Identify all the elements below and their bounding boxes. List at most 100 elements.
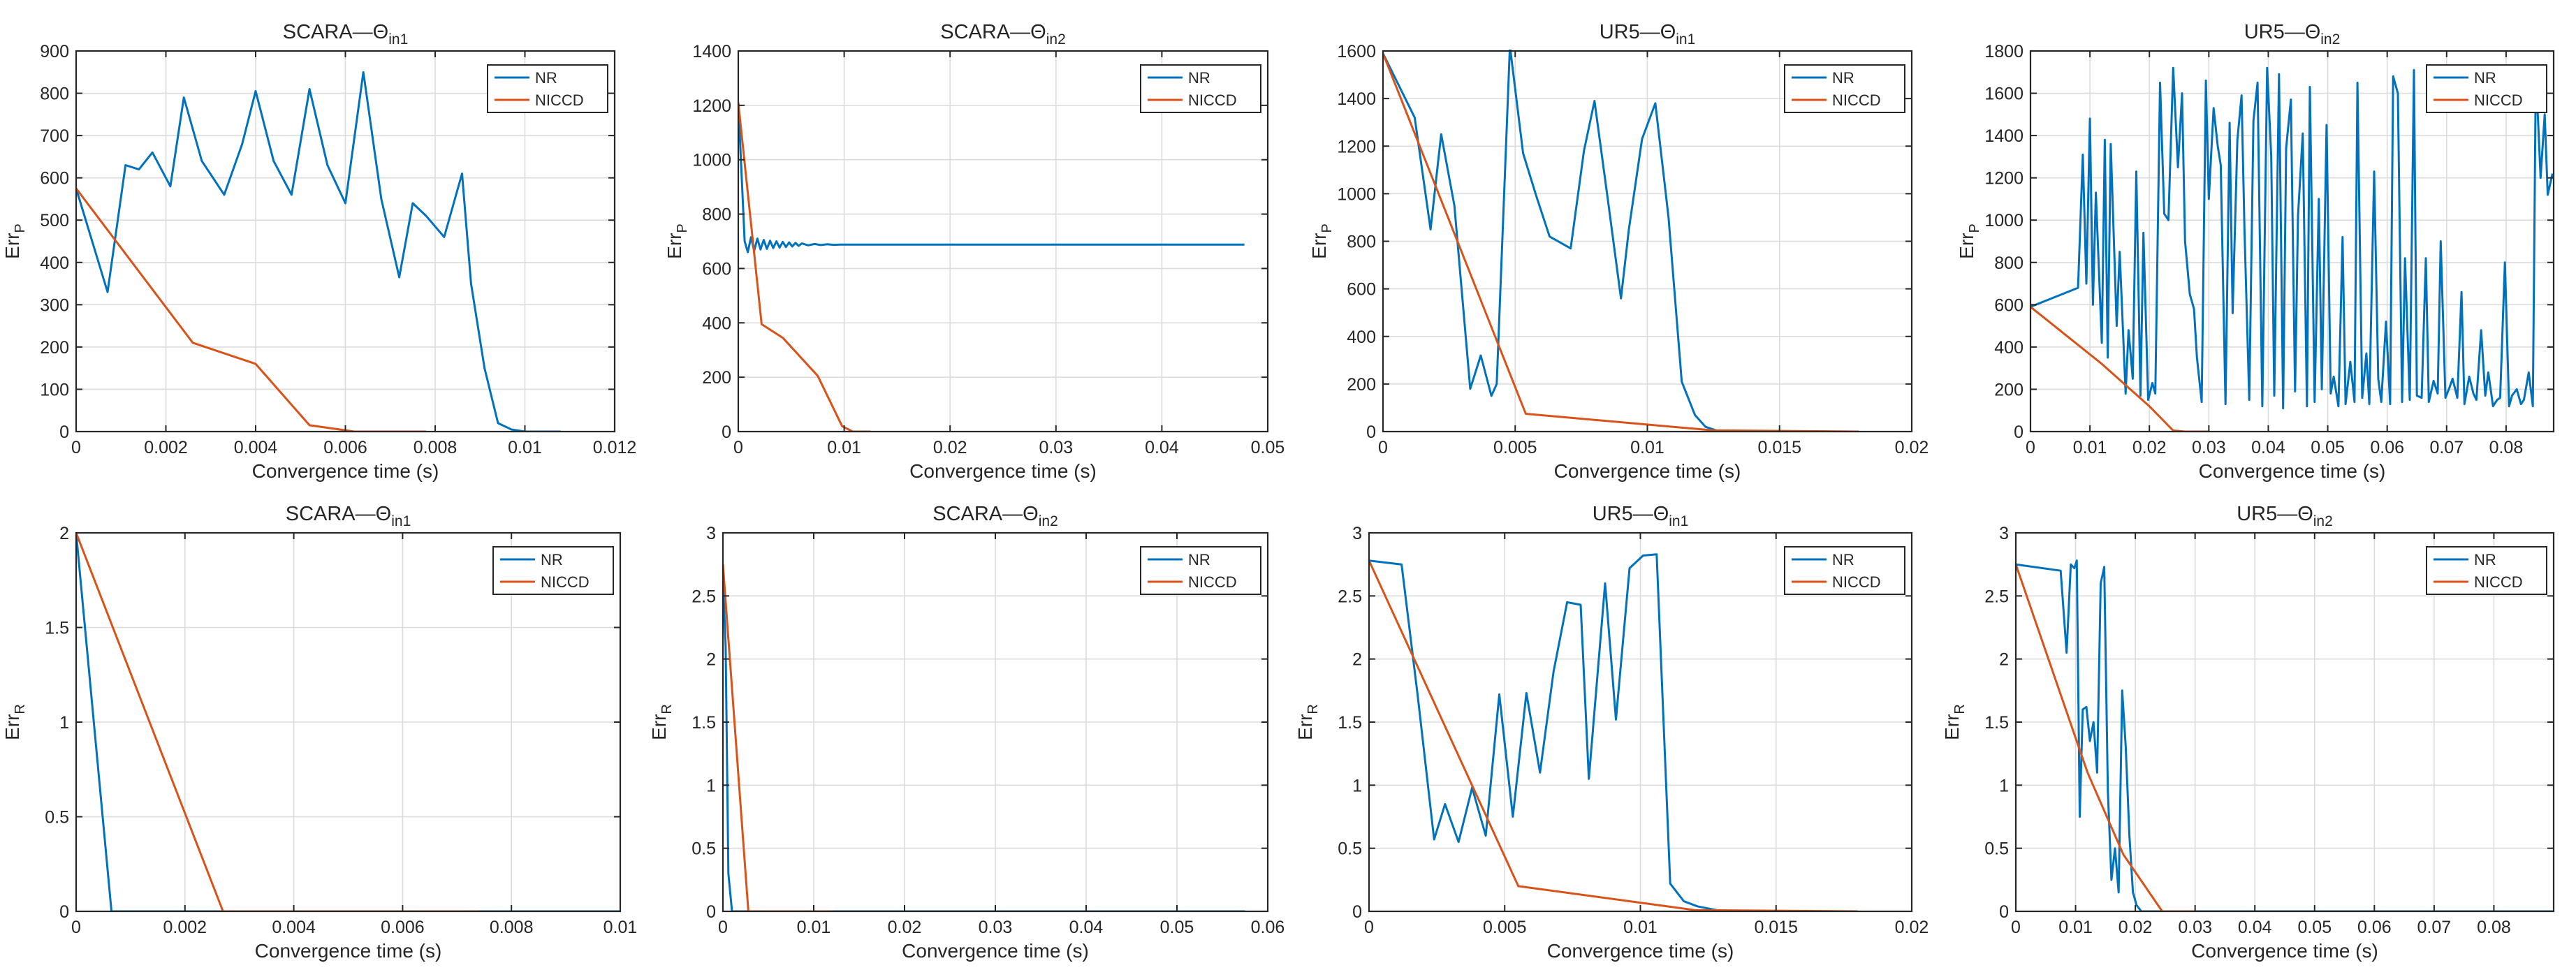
y-tick-label: 800 [1347, 233, 1376, 252]
y-tick-label: 2.5 [1984, 587, 2009, 606]
x-tick-label: 0.08 [2489, 438, 2524, 457]
y-tick-label: 2.5 [1338, 587, 1362, 606]
legend-box [1784, 546, 1905, 595]
series-line-nr [76, 532, 620, 911]
y-tick-label: 1400 [1337, 89, 1376, 109]
x-tick-label: 0.05 [2311, 438, 2345, 457]
x-tick-label: 0.006 [323, 438, 367, 457]
y-tick-label: 1800 [1984, 42, 2024, 61]
x-tick-label: 0.03 [2192, 438, 2226, 457]
y-tick-label: 0 [722, 423, 731, 442]
legend: NR NICCD [1784, 546, 1905, 595]
y-tick-label: 0.5 [1984, 839, 2009, 859]
x-tick-label: 0.005 [1483, 918, 1527, 937]
legend-label-niccd: NICCD [541, 573, 590, 591]
legend: NR NICCD [1140, 546, 1261, 595]
y-tick-label: 2 [1999, 650, 2009, 670]
x-axis-label: Convergence time (s) [1547, 940, 1734, 962]
legend-label-nr: NR [1832, 69, 1854, 87]
x-tick-label: 0 [71, 438, 81, 457]
x-tick-label: 0.015 [1754, 918, 1798, 937]
x-tick-label: 0.008 [414, 438, 458, 457]
y-axis-label: ErrP [664, 223, 690, 259]
y-tick-label: 1.5 [691, 713, 716, 733]
y-tick-label: 600 [1347, 280, 1376, 300]
x-tick-label: 0.02 [933, 438, 967, 457]
x-tick-label: 0.05 [1251, 438, 1285, 457]
x-tick-label: 0.05 [2297, 918, 2332, 937]
x-tick-label: 0.02 [1895, 438, 1929, 457]
x-tick-label: 0.01 [2058, 918, 2093, 937]
legend-box [492, 546, 614, 595]
x-axis-label: Convergence time (s) [255, 940, 442, 962]
legend-label-niccd: NICCD [1832, 573, 1881, 591]
y-tick-label: 2 [1352, 650, 1362, 670]
y-tick-label: 300 [40, 295, 69, 315]
series-line-niccd [723, 564, 832, 911]
y-tick-label: 200 [40, 338, 69, 358]
x-tick-label: 0 [1378, 438, 1388, 457]
x-axis-label: Convergence time (s) [2199, 460, 2386, 482]
subplot-5: 0 0.002 0.004 0.006 0.008 0.01 0 0.5 1 1.5 2 SCARA—… [1, 503, 637, 962]
x-axis-label: Convergence time (s) [902, 940, 1089, 962]
legend: NR NICCD [1140, 64, 1261, 113]
y-tick-label: 1 [59, 713, 69, 733]
subplot-title: UR5—Θin2 [2244, 21, 2341, 47]
legend-label-nr: NR [1188, 551, 1210, 568]
legend: NR NICCD [487, 64, 608, 113]
x-axis-label: Convergence time (s) [2191, 940, 2378, 962]
y-axis-label: ErrP [1308, 223, 1335, 259]
subplot-title: SCARA—Θin2 [932, 503, 1058, 529]
legend-box [487, 64, 608, 113]
y-tick-label: 3 [1999, 524, 2009, 543]
y-tick-label: 1 [1999, 776, 2009, 795]
y-tick-label: 400 [1347, 328, 1376, 347]
x-tick-label: 0.04 [2238, 918, 2272, 937]
series-line-niccd [2030, 306, 2209, 432]
x-axis-label: Convergence time (s) [1554, 460, 1741, 482]
x-tick-label: 0.06 [2370, 438, 2404, 457]
legend-label-niccd: NICCD [1832, 91, 1881, 109]
x-tick-label: 0.008 [490, 918, 534, 937]
subplot-2: 0 0.01 0.02 0.03 0.04 0.05 0 200 400 600 800 1000 12… [664, 21, 1285, 482]
y-tick-label: 3 [1352, 524, 1362, 543]
x-tick-label: 0.07 [2417, 918, 2452, 937]
y-tick-label: 1200 [1984, 169, 2024, 189]
series-line-niccd [76, 187, 427, 432]
y-tick-label: 2 [706, 650, 716, 670]
y-tick-label: 500 [40, 211, 69, 230]
y-axis-label: ErrR [648, 704, 675, 740]
y-tick-label: 200 [1347, 375, 1376, 395]
y-tick-label: 1.5 [1984, 713, 2009, 733]
x-tick-label: 0.002 [144, 438, 188, 457]
x-tick-label: 0.02 [1895, 918, 1929, 937]
legend-label-niccd: NICCD [2474, 573, 2523, 591]
x-tick-label: 0.06 [1251, 918, 1285, 937]
x-tick-label: 0 [2011, 918, 2021, 937]
x-tick-label: 0.006 [381, 918, 425, 937]
y-tick-label: 1200 [1337, 137, 1376, 156]
x-axis-label: Convergence time (s) [909, 460, 1097, 482]
subplot-7: 0 0.005 0.01 0.015 0.02 0 0.5 1 1.5 2 2.5 3 UR5—Θin1… [1294, 503, 1929, 962]
subplot-1: 0 0.002 0.004 0.006 0.008 0.01 0.012 0 100 200 300… [1, 21, 636, 482]
legend: NR NICCD [2426, 64, 2547, 113]
y-tick-label: 1200 [692, 96, 731, 116]
y-tick-label: 0 [1366, 423, 1376, 442]
series-line-nr [738, 102, 1245, 254]
legend-label-nr: NR [1188, 69, 1210, 87]
x-tick-label: 0 [2026, 438, 2035, 457]
y-tick-label: 400 [702, 314, 731, 333]
y-tick-label: 1400 [1984, 126, 2024, 146]
x-tick-label: 0.004 [272, 918, 316, 937]
subplot-4: 0 0.01 0.02 0.03 0.04 0.05 0.06 0.07 0.08 0 200 400… [1956, 21, 2555, 482]
legend-label-nr: NR [535, 69, 557, 87]
series-line-niccd [76, 532, 479, 911]
x-tick-label: 0.02 [2118, 918, 2153, 937]
y-tick-label: 0 [1999, 902, 2009, 922]
x-tick-label: 0.002 [163, 918, 207, 937]
legend-box [2426, 64, 2547, 113]
y-tick-label: 0 [706, 902, 716, 922]
subplot-title: SCARA—Θin1 [283, 21, 409, 47]
y-tick-label: 600 [702, 259, 731, 279]
series-line-nr [1383, 50, 1766, 432]
